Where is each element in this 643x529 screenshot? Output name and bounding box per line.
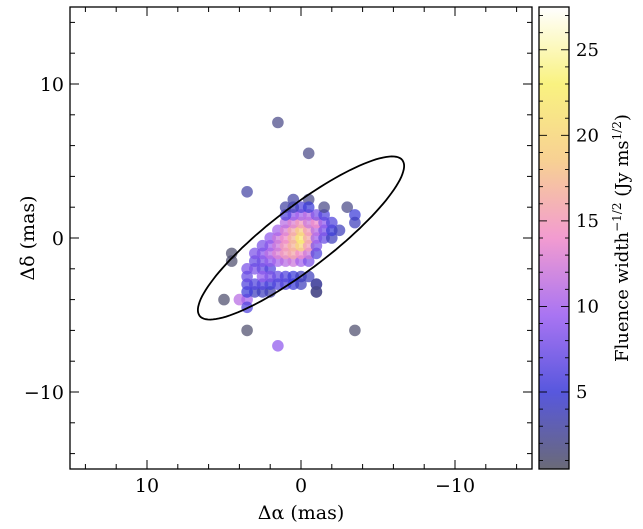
- x-axis-tick-labels: 10 0 −10: [135, 475, 475, 497]
- colorbar-tick-label: 5: [576, 382, 587, 403]
- scatter-point: [310, 286, 323, 298]
- x-tick-label: 10: [135, 475, 159, 497]
- scatter-point: [225, 255, 238, 267]
- scatter-points: [218, 116, 361, 352]
- scatter-point: [272, 340, 284, 352]
- scatter-point: [287, 193, 300, 206]
- scatter-point: [326, 216, 338, 229]
- colorbar-label-exp1: −1/2: [610, 203, 624, 232]
- ellipse-outline: [196, 155, 406, 321]
- colorbar-label-end: ): [612, 114, 633, 121]
- x-axis-ticks: [84, 7, 518, 469]
- error-ellipse: [196, 155, 406, 321]
- colorbar-tick-label: 10: [576, 296, 599, 317]
- y-axis-label: Δδ (mas): [17, 195, 39, 280]
- y-tick-label: 0: [52, 228, 64, 250]
- scatter-point: [341, 201, 354, 213]
- scatter-point: [272, 116, 284, 129]
- scatter-point: [349, 324, 361, 337]
- x-tick-label: 0: [295, 475, 307, 497]
- y-axis-ticks: [70, 21, 532, 455]
- colorbar-label-exp2: 1/2: [610, 121, 624, 140]
- colorbar-label-mid: (Jy ms: [612, 140, 633, 202]
- scatter-point: [249, 247, 261, 260]
- colorbar: 5 10 15 20 25 Fluence width−1/2 (Jy ms1/2): [538, 6, 633, 470]
- colorbar-tick-label: 20: [576, 125, 599, 146]
- y-tick-label: −10: [24, 382, 64, 404]
- scatter-point: [295, 278, 307, 291]
- scatter-point: [241, 270, 253, 283]
- y-tick-label: 10: [40, 74, 64, 96]
- scatter-point: [256, 239, 269, 252]
- scatter-point: [279, 201, 292, 213]
- scatter-point: [349, 216, 361, 229]
- scatter-point: [241, 324, 253, 337]
- y-axis-tick-labels: 10 0 −10: [24, 74, 64, 404]
- scatter-point: [302, 147, 315, 160]
- x-axis-label: Δα (mas): [258, 502, 345, 524]
- scatter-point: [218, 293, 230, 306]
- scatter-point: [241, 186, 253, 198]
- scatter-point: [333, 224, 346, 237]
- colorbar-tick-label: 25: [576, 40, 599, 61]
- scatter-point: [302, 201, 315, 213]
- colorbar-tick-labels: 5 10 15 20 25: [576, 40, 599, 403]
- scatter-point: [318, 201, 330, 213]
- colorbar-label-main: Fluence width: [612, 232, 633, 362]
- x-tick-label: −10: [435, 475, 475, 497]
- colorbar-label: Fluence width−1/2 (Jy ms1/2): [610, 114, 633, 362]
- colorbar-gradient: [538, 6, 570, 470]
- colorbar-tick-label: 15: [576, 211, 599, 232]
- colorbar-ticks: [539, 15, 569, 461]
